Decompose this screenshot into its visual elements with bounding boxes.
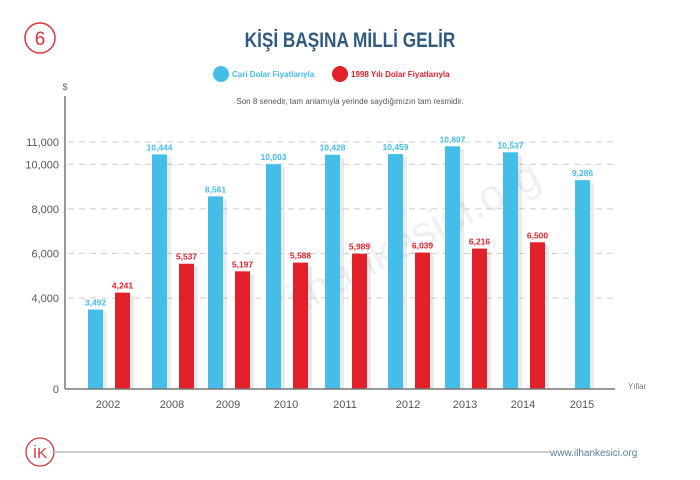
x-tick-label: 2010 bbox=[274, 399, 298, 411]
data-label: 6,216 bbox=[469, 237, 491, 247]
x-tick-label: 2013 bbox=[453, 399, 477, 411]
x-tick-label: 2002 bbox=[96, 399, 120, 411]
bar-cari-2002 bbox=[88, 309, 103, 389]
y-tick-label: 4,000 bbox=[31, 293, 59, 305]
bar-cari-2008 bbox=[152, 154, 167, 389]
footer-logo-text: İK bbox=[33, 444, 47, 462]
x-tick-label: 2009 bbox=[216, 399, 240, 411]
page-number: 6 bbox=[35, 29, 46, 50]
bar-1998-2010 bbox=[293, 262, 308, 389]
x-tick-label: 2015 bbox=[570, 399, 594, 411]
x-tick-label: 2012 bbox=[396, 399, 420, 411]
chart-subtitle: Son 8 senedir, tam anlamıyla yerinde say… bbox=[236, 97, 463, 106]
data-label: 10,444 bbox=[147, 142, 173, 152]
x-tick-label: 2011 bbox=[333, 399, 357, 411]
data-label: 10,428 bbox=[320, 143, 346, 153]
bar-1998-2002 bbox=[115, 292, 130, 389]
data-label: 5,537 bbox=[176, 252, 198, 262]
data-label: 10,807 bbox=[440, 134, 466, 144]
bar-cari-2009 bbox=[208, 196, 223, 389]
data-label: 10,459 bbox=[383, 142, 409, 152]
bar-cari-2011 bbox=[325, 154, 340, 389]
data-label: 5,588 bbox=[290, 251, 312, 261]
data-label: 5,989 bbox=[349, 242, 371, 252]
x-tick-label: 2008 bbox=[160, 399, 184, 411]
y-tick-label: 6,000 bbox=[31, 248, 59, 260]
bar-cari-2015 bbox=[575, 180, 590, 389]
y-tick-label: 11,000 bbox=[26, 137, 59, 149]
bar-cari-2014 bbox=[503, 152, 518, 389]
y-tick-label: 0 bbox=[53, 384, 59, 396]
y-axis-label: $ bbox=[62, 82, 67, 92]
data-label: 4,241 bbox=[112, 281, 134, 291]
x-tick-label: 2014 bbox=[511, 399, 535, 411]
legend-label-blue: Cari Dolar Fiyatlarıyla bbox=[232, 70, 315, 79]
y-tick-label: 10,000 bbox=[25, 159, 59, 171]
x-axis-label: Yıllar bbox=[628, 382, 647, 391]
legend-swatch-red bbox=[332, 66, 348, 82]
bar-1998-2011 bbox=[352, 253, 367, 389]
data-label: 8,561 bbox=[205, 184, 227, 194]
bar-cari-2013 bbox=[445, 146, 460, 389]
footer-url: www.ilhankesici.org bbox=[549, 448, 637, 459]
bar-1998-2013 bbox=[472, 248, 487, 389]
data-label: 10,003 bbox=[261, 152, 287, 162]
data-label: 6,500 bbox=[527, 230, 549, 240]
bar-1998-2009 bbox=[235, 271, 250, 389]
bar-1998-2014 bbox=[530, 242, 545, 389]
data-label: 10,537 bbox=[498, 140, 524, 150]
data-label: 5,197 bbox=[232, 259, 254, 269]
bar-1998-2008 bbox=[179, 263, 194, 389]
data-label: 9,286 bbox=[572, 168, 594, 178]
data-label: 6,039 bbox=[412, 241, 434, 251]
y-tick-label: 8,000 bbox=[31, 204, 59, 216]
page-number-badge bbox=[24, 22, 56, 54]
data-label: 3,492 bbox=[85, 298, 107, 308]
bar-cari-2012 bbox=[388, 154, 403, 389]
bar-cari-2010 bbox=[266, 164, 281, 389]
legend-label-red: 1998 Yılı Dolar Fiyatlarıyla bbox=[351, 70, 450, 79]
chart-title: KİŞİ BAŞINA MİLLİ GELİR bbox=[245, 30, 456, 53]
bar-1998-2012 bbox=[415, 252, 430, 389]
legend-swatch-blue bbox=[213, 66, 229, 82]
